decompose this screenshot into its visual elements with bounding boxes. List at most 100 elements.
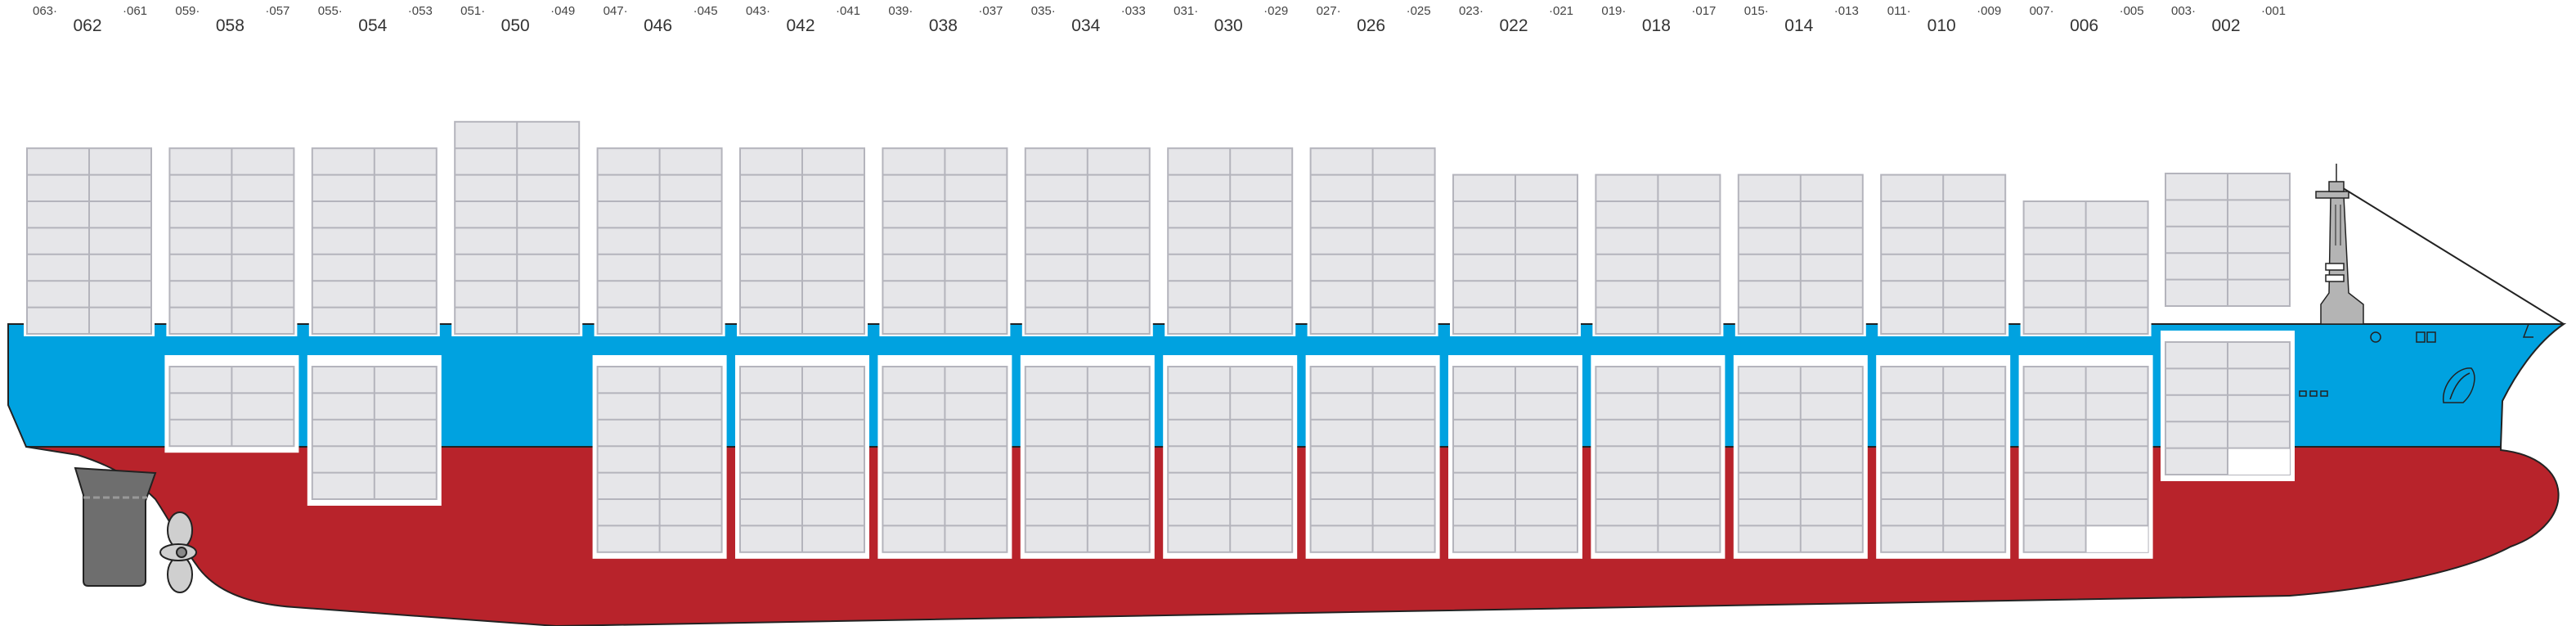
bay-aft-label: ·033 bbox=[1121, 4, 1146, 18]
deck-stack-046 bbox=[594, 146, 725, 336]
foremast bbox=[2315, 164, 2364, 325]
hold-stack-030 bbox=[1163, 355, 1298, 559]
bay-022 bbox=[1448, 172, 1582, 559]
bay-label: 038 bbox=[929, 16, 958, 35]
hold-stack-006 bbox=[2018, 355, 2153, 559]
bay-fwd-label: 043· bbox=[746, 4, 770, 18]
bay-aft-label: ·053 bbox=[408, 4, 433, 18]
deck-stack-010 bbox=[1878, 172, 2009, 336]
bay-label: 022 bbox=[1499, 16, 1528, 35]
deck-stack-022 bbox=[1450, 172, 1581, 336]
hold-stack-022 bbox=[1448, 355, 1582, 559]
bay-label: 042 bbox=[786, 16, 815, 35]
bay-aft-label: ·057 bbox=[265, 4, 289, 18]
deck-stack-038 bbox=[879, 146, 1011, 336]
bay-label: 058 bbox=[216, 16, 245, 35]
hold-stack-042 bbox=[735, 355, 869, 559]
bay-label: 054 bbox=[358, 16, 387, 35]
bay-fwd-label: 031· bbox=[1174, 4, 1198, 18]
hold-stack-058 bbox=[164, 355, 299, 453]
deck-stack-050 bbox=[451, 119, 583, 337]
bay-006 bbox=[2018, 199, 2153, 559]
bay-aft-label: ·041 bbox=[836, 4, 860, 18]
bay-fwd-label: 055· bbox=[318, 4, 343, 18]
propeller bbox=[159, 511, 197, 593]
bay-aft-label: ·045 bbox=[693, 4, 718, 18]
bay-label: 030 bbox=[1214, 16, 1243, 35]
bay-054 bbox=[307, 146, 442, 506]
hold-stack-018 bbox=[1591, 355, 1726, 559]
bay-label: 050 bbox=[501, 16, 530, 35]
deck-stack-062 bbox=[24, 146, 155, 336]
hold-stack-046 bbox=[592, 355, 727, 559]
bay-038 bbox=[877, 146, 1012, 559]
deck-stack-034 bbox=[1021, 146, 1153, 336]
deck-stack-030 bbox=[1165, 146, 1296, 336]
deck-stack-014 bbox=[1735, 172, 1866, 336]
bay-fwd-label: 063· bbox=[33, 4, 57, 18]
bay-label: 046 bbox=[644, 16, 672, 35]
deck-stack-058 bbox=[166, 146, 298, 336]
bay-fwd-label: 051· bbox=[460, 4, 485, 18]
bay-fwd-label: 011· bbox=[1887, 4, 1911, 18]
deck-stack-054 bbox=[308, 146, 440, 336]
hold-stack-014 bbox=[1733, 355, 1868, 559]
bay-aft-label: ·025 bbox=[1407, 4, 1431, 18]
rudder bbox=[74, 466, 157, 587]
bay-fwd-label: 035· bbox=[1031, 4, 1056, 18]
hold-stack-026 bbox=[1305, 355, 1440, 559]
hold-stack-034 bbox=[1020, 355, 1155, 559]
bay-aft-label: ·005 bbox=[2120, 4, 2144, 18]
bay-046 bbox=[592, 146, 727, 559]
bay-label: 018 bbox=[1642, 16, 1671, 35]
bay-fwd-label: 047· bbox=[604, 4, 628, 18]
bay-label: 006 bbox=[2070, 16, 2098, 35]
bay-aft-label: ·017 bbox=[1691, 4, 1716, 18]
bay-aft-label: ·061 bbox=[123, 4, 147, 18]
bay-label: 014 bbox=[1784, 16, 1813, 35]
bay-aft-label: ·021 bbox=[1549, 4, 1573, 18]
deck-stack-006 bbox=[2020, 199, 2152, 336]
bay-042 bbox=[735, 146, 869, 559]
bay-010 bbox=[1876, 172, 2011, 559]
bay-aft-label: ·001 bbox=[2261, 4, 2286, 18]
bay-030 bbox=[1163, 146, 1298, 559]
bay-aft-label: ·013 bbox=[1834, 4, 1859, 18]
bay-fwd-label: 023· bbox=[1459, 4, 1483, 18]
bay-aft-label: ·049 bbox=[550, 4, 575, 18]
deck-stack-042 bbox=[737, 146, 868, 336]
bay-label: 002 bbox=[2211, 16, 2240, 35]
bay-018 bbox=[1591, 172, 1726, 559]
deck-stack-018 bbox=[1592, 172, 1724, 336]
bay-label: 034 bbox=[1071, 16, 1100, 35]
bay-fwd-label: 019· bbox=[1601, 4, 1626, 18]
bay-labels: 063· ·061 062 059· ·057 058 055· ·053 054 051· ·04… bbox=[33, 4, 2286, 35]
bay-034 bbox=[1020, 146, 1155, 559]
hold-stack-002 bbox=[2161, 331, 2295, 481]
bay-014 bbox=[1733, 172, 1868, 559]
bay-002 bbox=[2161, 171, 2295, 481]
bay-fwd-label: 039· bbox=[888, 4, 913, 18]
bay-fwd-label: 007· bbox=[2030, 4, 2054, 18]
bay-aft-label: ·009 bbox=[1977, 4, 2001, 18]
deck-stack-026 bbox=[1307, 146, 1438, 336]
hold-stack-054 bbox=[307, 355, 442, 506]
deck-stack-002 bbox=[2162, 171, 2293, 308]
bay-026 bbox=[1305, 146, 1440, 559]
bay-label: 062 bbox=[73, 16, 101, 35]
bow-markings bbox=[2299, 323, 2533, 403]
bay-fwd-label: 003· bbox=[2171, 4, 2196, 18]
hold-stack-010 bbox=[1876, 355, 2011, 559]
bay-aft-label: ·037 bbox=[978, 4, 1003, 18]
bay-050 bbox=[451, 119, 583, 337]
hold-stack-038 bbox=[877, 355, 1012, 559]
bay-058 bbox=[164, 146, 299, 453]
bow-stay-line bbox=[2340, 186, 2565, 325]
bay-fwd-label: 015· bbox=[1744, 4, 1769, 18]
bay-fwd-label: 027· bbox=[1317, 4, 1341, 18]
bay-aft-label: ·029 bbox=[1263, 4, 1288, 18]
bay-label: 010 bbox=[1928, 16, 1956, 35]
bay-062 bbox=[24, 146, 155, 336]
container-stacks bbox=[24, 119, 2295, 559]
